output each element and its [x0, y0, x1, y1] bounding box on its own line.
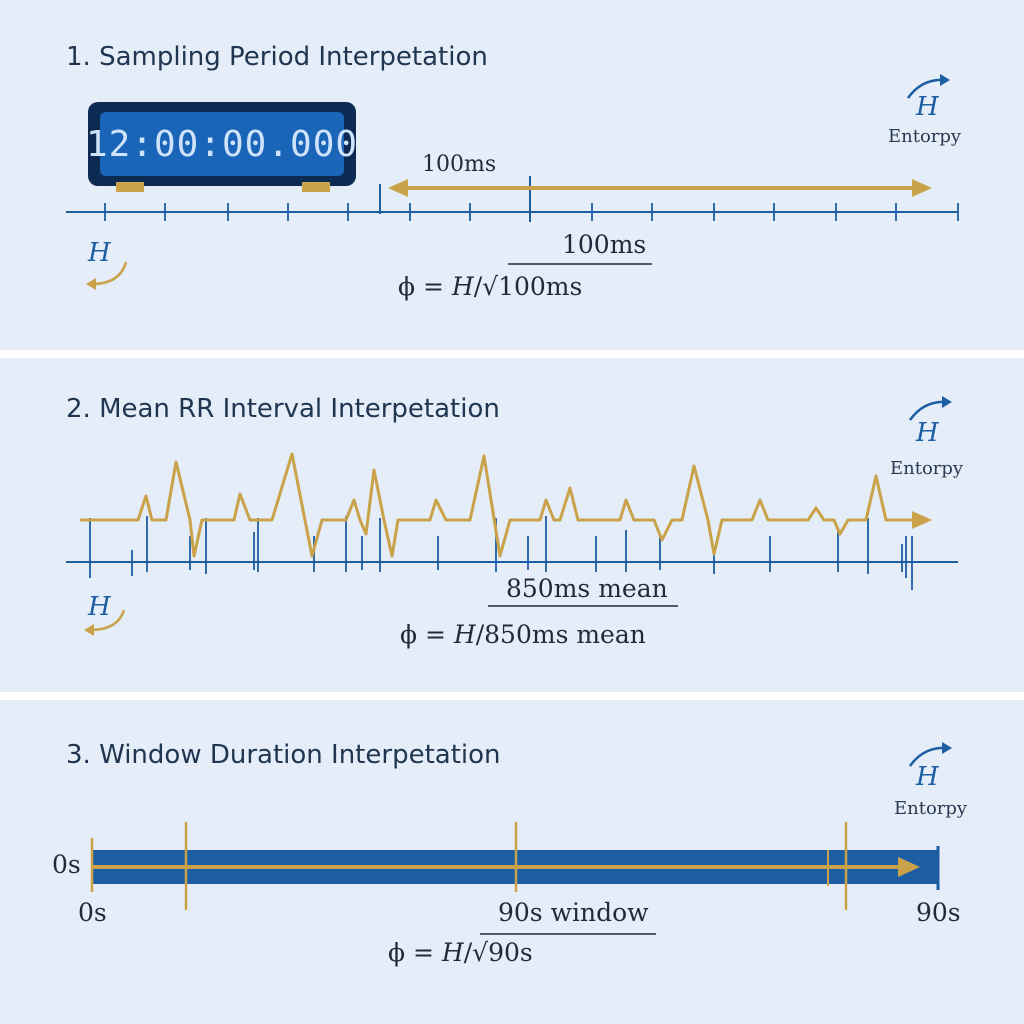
formula-numerator: 850ms mean [506, 574, 668, 603]
rr-signal-diagram [66, 396, 958, 636]
window-label: 90s window [498, 898, 649, 927]
formula-h: H [453, 620, 476, 649]
rr-beat-markers [89, 516, 913, 590]
entropy-h-symbol: H [916, 418, 939, 448]
entropy-label: Entorpy [894, 798, 968, 819]
window-timeline [90, 742, 952, 935]
h-curve-arrow [89, 609, 126, 632]
ecg-arrow-head [912, 511, 932, 529]
entropy-label: Entorpy [888, 126, 962, 147]
sampling-timeline [66, 74, 959, 290]
window-arrow-head [898, 857, 920, 877]
formula-prefix: ϕ = [400, 620, 454, 649]
panel-title: 3. Window Duration Interpetation [66, 740, 501, 770]
formula-h: H [441, 938, 464, 967]
entropy-h-symbol: H [916, 92, 939, 122]
window-duration-panel: 3. Window Duration Interpetation H Entor… [0, 700, 1024, 1024]
formula-numerator: 100ms [562, 230, 647, 259]
panel-title: 1. Sampling Period Interpetation [66, 42, 488, 72]
timeline-ticks [104, 176, 959, 222]
formula: ϕ = H/850ms mean [400, 620, 646, 649]
panel-title: 2. Mean RR Interval Interpetation [66, 394, 500, 424]
arrow-head-left [388, 179, 408, 197]
formula-denominator: 850ms mean [484, 620, 646, 649]
h-curve-arrow [91, 261, 128, 286]
bar-left-label: 0s [52, 850, 81, 879]
formula-slash: / [473, 272, 483, 301]
digital-clock: 12:00:00.000 [86, 102, 357, 186]
formula-denominator: √90s [472, 938, 533, 967]
ecg-waveform [80, 452, 914, 558]
h-symbol: H [88, 238, 111, 268]
formula: ϕ = H/√100ms [398, 272, 582, 301]
formula: ϕ = H/√90s [388, 938, 533, 967]
formula-slash: / [475, 620, 485, 649]
formula-denominator: √100ms [482, 272, 583, 301]
formula-h: H [451, 272, 474, 301]
clock-foot-left [116, 182, 144, 192]
formula-prefix: ϕ = [388, 938, 442, 967]
entropy-label: Entorpy [890, 458, 964, 479]
sampling-period-panel: 1. Sampling Period Interpetation 12:00:0… [0, 0, 1024, 350]
formula-prefix: ϕ = [398, 272, 452, 301]
interval-label: 100ms [422, 152, 497, 177]
formula-slash: / [463, 938, 473, 967]
axis-end-label: 90s [916, 898, 961, 927]
mean-rr-panel: 2. Mean RR Interval Interpetation H Ento… [0, 358, 1024, 692]
h-symbol: H [88, 592, 111, 622]
clock-foot-right [302, 182, 330, 192]
clock-display: 12:00:00.000 [86, 112, 357, 176]
arrow-head-right [912, 179, 932, 197]
axis-start-label: 0s [78, 898, 107, 927]
entropy-h-symbol: H [916, 762, 939, 792]
